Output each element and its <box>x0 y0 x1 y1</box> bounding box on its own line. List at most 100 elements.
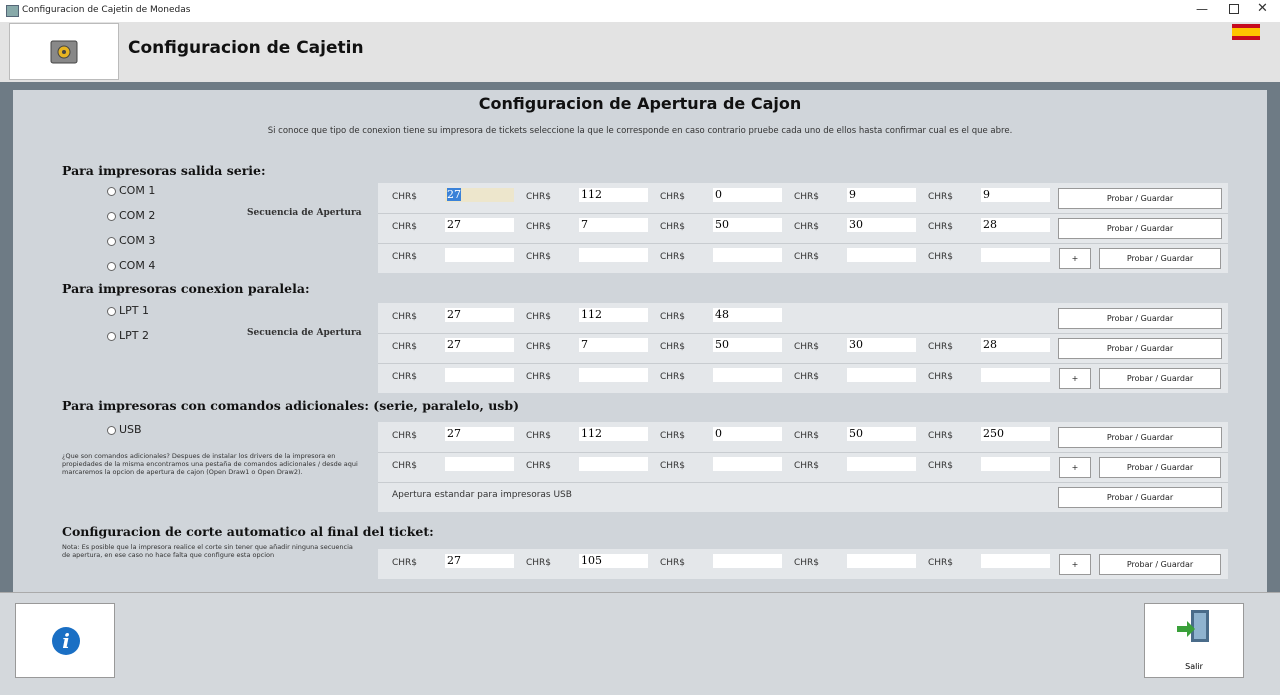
chr-input[interactable]: 7 <box>579 338 648 352</box>
info-icon: i <box>52 627 80 655</box>
chr-input[interactable] <box>981 248 1050 262</box>
side-border <box>1267 90 1280 592</box>
chr-input[interactable]: 9 <box>981 188 1050 202</box>
chr-input[interactable] <box>981 457 1050 471</box>
chr-input[interactable]: 7 <box>579 218 648 232</box>
save-button[interactable]: Probar / Guardar <box>1099 554 1221 575</box>
chr-input[interactable]: 27 <box>445 338 514 352</box>
save-button[interactable]: Probar / Guardar <box>1058 427 1222 448</box>
radio-label: COM 2 <box>119 209 156 222</box>
field-label: CHR$ <box>928 372 954 382</box>
chr-input[interactable] <box>981 554 1050 568</box>
chr-input[interactable] <box>579 248 648 262</box>
svg-text:i: i <box>62 629 70 653</box>
header-title: Configuracion de Cajetin <box>128 38 364 58</box>
chr-input[interactable] <box>445 248 514 262</box>
save-button[interactable]: Probar / Guardar <box>1058 308 1222 329</box>
chr-input[interactable]: 27 <box>445 554 514 568</box>
chr-input[interactable]: 30 <box>847 218 916 232</box>
chr-input[interactable]: 50 <box>713 338 782 352</box>
minimize-button[interactable]: — <box>1196 2 1208 16</box>
field-label: CHR$ <box>660 431 686 441</box>
radio-button[interactable] <box>107 212 116 221</box>
info-button[interactable]: i <box>15 603 115 678</box>
field-label: CHR$ <box>526 558 552 568</box>
chr-input[interactable]: 9 <box>847 188 916 202</box>
save-button[interactable]: Probar / Guardar <box>1099 248 1221 269</box>
row-divider <box>378 452 1228 453</box>
exit-icon <box>1177 610 1209 642</box>
field-label: CHR$ <box>660 252 686 262</box>
maximize-button[interactable] <box>1229 4 1239 14</box>
main-title: Configuracion de Apertura de Cajon <box>478 94 802 113</box>
language-flag[interactable] <box>1232 24 1260 40</box>
field-label: CHR$ <box>928 461 954 471</box>
selected-text: 27 <box>447 188 461 201</box>
chr-input[interactable]: 112 <box>579 188 648 202</box>
radio-label: COM 3 <box>119 234 156 247</box>
save-button[interactable]: Probar / Guardar <box>1058 338 1222 359</box>
radio-button[interactable] <box>107 187 116 196</box>
chr-input[interactable]: 27 <box>445 427 514 441</box>
save-button[interactable]: Probar / Guardar <box>1099 457 1221 478</box>
row-text: Apertura estandar para impresoras USB <box>392 490 572 500</box>
chr-input[interactable]: 0 <box>713 188 782 202</box>
chr-input[interactable]: 112 <box>579 427 648 441</box>
exit-label: Salir <box>1185 662 1203 671</box>
title-bar <box>0 0 1280 22</box>
chr-input[interactable] <box>713 368 782 382</box>
chr-input[interactable] <box>847 368 916 382</box>
chr-input[interactable] <box>713 248 782 262</box>
radio-button[interactable] <box>107 332 116 341</box>
chr-input[interactable]: 27 <box>445 218 514 232</box>
row-divider <box>378 213 1228 214</box>
chr-input[interactable] <box>981 368 1050 382</box>
field-label: CHR$ <box>794 252 820 262</box>
chr-input[interactable]: 48 <box>713 308 782 322</box>
chr-input[interactable]: 0 <box>713 427 782 441</box>
radio-button[interactable] <box>107 237 116 246</box>
chr-input[interactable] <box>713 457 782 471</box>
field-label: CHR$ <box>392 222 418 232</box>
chr-input[interactable]: 27 <box>445 188 514 202</box>
save-button[interactable]: Probar / Guardar <box>1058 188 1222 209</box>
chr-input[interactable]: 50 <box>847 427 916 441</box>
chr-input[interactable]: 30 <box>847 338 916 352</box>
radio-button[interactable] <box>107 426 116 435</box>
field-label: CHR$ <box>794 461 820 471</box>
chr-input[interactable]: 105 <box>579 554 648 568</box>
radio-button[interactable] <box>107 307 116 316</box>
exit-button[interactable]: Salir <box>1144 603 1244 678</box>
save-button[interactable]: Probar / Guardar <box>1058 487 1222 508</box>
add-button[interactable]: + <box>1059 248 1091 269</box>
save-button[interactable]: Probar / Guardar <box>1058 218 1222 239</box>
field-label: CHR$ <box>526 312 552 322</box>
add-button[interactable]: + <box>1059 457 1091 478</box>
chr-input[interactable] <box>847 554 916 568</box>
chr-input[interactable] <box>445 368 514 382</box>
chr-input[interactable]: 50 <box>713 218 782 232</box>
close-button[interactable]: ✕ <box>1257 1 1268 16</box>
chr-input[interactable] <box>579 457 648 471</box>
radio-button[interactable] <box>107 262 116 271</box>
chr-input[interactable] <box>579 368 648 382</box>
add-button[interactable]: + <box>1059 554 1091 575</box>
field-label: CHR$ <box>392 342 418 352</box>
chr-input[interactable]: 27 <box>445 308 514 322</box>
field-label: CHR$ <box>526 252 552 262</box>
save-button[interactable]: Probar / Guardar <box>1099 368 1221 389</box>
field-label: CHR$ <box>794 558 820 568</box>
chr-input[interactable]: 112 <box>579 308 648 322</box>
chr-input[interactable] <box>847 248 916 262</box>
chr-input[interactable] <box>847 457 916 471</box>
chr-input[interactable]: 250 <box>981 427 1050 441</box>
section-title: Para impresoras conexion paralela: <box>62 281 310 296</box>
chr-input[interactable]: 28 <box>981 338 1050 352</box>
chr-input[interactable] <box>445 457 514 471</box>
chr-input[interactable] <box>713 554 782 568</box>
add-button[interactable]: + <box>1059 368 1091 389</box>
section-note: Nota: Es posible que la impresora realic… <box>62 543 353 559</box>
main-description: Si conoce que tipo de conexion tiene su … <box>267 126 1013 136</box>
chr-input[interactable]: 28 <box>981 218 1050 232</box>
separator <box>0 82 1280 90</box>
